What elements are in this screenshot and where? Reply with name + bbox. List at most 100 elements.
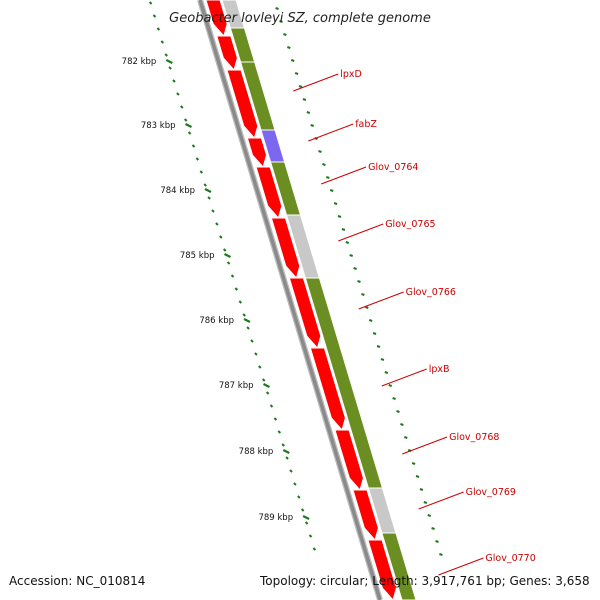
scale-dot [203, 183, 207, 187]
scale-dot [172, 79, 176, 83]
gene-leader [358, 291, 404, 310]
scale-dot [368, 319, 373, 322]
scale-dot [345, 241, 350, 244]
scale-dot [283, 33, 287, 36]
scale-dot [308, 534, 313, 538]
cds-arrow[interactable] [226, 69, 259, 140]
cds-track [205, 0, 397, 600]
scale-dot [294, 72, 299, 75]
scale-dot [435, 540, 439, 543]
scale-dot [380, 358, 385, 361]
gene-label[interactable]: Glov_0765 [385, 219, 435, 230]
scale-dot [156, 27, 161, 31]
gene-leader [338, 223, 384, 242]
cds-arrow[interactable] [309, 347, 346, 432]
scale-dot [246, 326, 250, 330]
scale-dot [361, 293, 365, 296]
cds-arrow[interactable] [352, 489, 379, 542]
gene-leader [438, 557, 484, 576]
scale-dot [431, 527, 435, 530]
cds-arrow[interactable] [255, 166, 283, 220]
scale-dot [439, 553, 443, 556]
scale-dot [242, 313, 246, 317]
gene-label[interactable]: lpxD [340, 69, 362, 80]
scale-dot [279, 20, 283, 23]
scale-dot [269, 404, 274, 408]
scale-dot [275, 7, 279, 10]
gene-label[interactable]: Glov_0768 [449, 432, 499, 443]
gene-track [221, 0, 417, 600]
scale-dot [254, 352, 258, 356]
scale-dot [273, 417, 278, 421]
backbone-line [198, 0, 382, 600]
scale-dot [219, 235, 223, 239]
scale-dot [419, 488, 424, 491]
cds-arrow[interactable] [216, 35, 238, 72]
gene-leader [293, 73, 339, 92]
kbp-label: 789 kbp [258, 513, 293, 523]
scale-dot [265, 391, 270, 395]
scale-dot [261, 378, 266, 382]
gene-segment[interactable] [381, 532, 417, 600]
scale-dot [384, 371, 389, 374]
cds-arrow[interactable] [246, 137, 268, 169]
scale-dot [183, 118, 188, 122]
kbp-tick [204, 188, 212, 193]
kbp-tick [185, 123, 192, 128]
gene-leader [308, 123, 354, 142]
cds-arrow[interactable] [205, 0, 228, 38]
scale-dot [300, 508, 305, 512]
scale-dot [281, 443, 285, 447]
scale-ticks [148, 1, 443, 556]
scale-dot [376, 345, 381, 348]
gene-leader [402, 436, 448, 455]
kbp-tick [165, 59, 173, 64]
scale-dot [306, 111, 311, 114]
scale-dot [199, 170, 204, 174]
cds-arrow[interactable] [367, 539, 397, 600]
scale-dot [258, 365, 262, 369]
scale-dot [187, 131, 192, 135]
scale-dot [289, 469, 293, 473]
scale-dot [250, 339, 254, 343]
gene-leader [321, 166, 367, 185]
scale-dot [349, 254, 354, 257]
kbp-label: 782 kbp [122, 57, 157, 67]
scale-dot [372, 332, 377, 335]
scale-dot [310, 124, 315, 127]
gene-label[interactable]: Glov_0769 [466, 487, 516, 498]
cds-arrow[interactable] [288, 277, 322, 350]
scale-dot [322, 163, 326, 166]
scale-dot [230, 274, 235, 278]
scale-dot [176, 92, 180, 96]
gene-label[interactable]: Glov_0766 [406, 287, 456, 298]
gene-labels: lpxD fabZ Glov_0764 Glov_0765 Glov_0766 lpxB G… [340, 69, 536, 564]
kbp-tick [243, 318, 251, 323]
scale-dot [293, 482, 297, 486]
scale-dot [297, 495, 301, 499]
scale-dot [396, 410, 400, 413]
scale-dot [195, 157, 200, 161]
map-title: Geobacter lovleyi SZ, complete genome [169, 11, 431, 26]
gene-label[interactable]: lpxB [429, 364, 450, 375]
scale-labels: 782 kbp 783 kbp 784 kbp 785 kbp 786 kbp 787 k… [122, 57, 310, 523]
cds-arrow[interactable] [334, 429, 364, 492]
genome-summary: Topology: circular; Length: 3,917,761 bp… [260, 574, 590, 588]
kbp-label: 787 kbp [219, 381, 254, 391]
accession-text: Accession: NC_010814 [9, 574, 146, 588]
gene-label[interactable]: fabZ [355, 119, 377, 130]
scale-dot [152, 14, 157, 18]
gene-label[interactable]: Glov_0764 [368, 162, 418, 173]
kbp-label: 783 kbp [141, 121, 176, 131]
kbp-label: 785 kbp [180, 251, 215, 261]
kbp-tick [224, 253, 231, 258]
scale-dot [312, 547, 317, 551]
gene-label[interactable]: Glov_0770 [485, 553, 535, 564]
scale-dot [234, 287, 239, 291]
scale-dot [168, 66, 172, 70]
cds-arrow[interactable] [270, 217, 301, 280]
scale-dot [211, 209, 215, 213]
gene-leader-lines [293, 73, 484, 576]
scale-dot [277, 430, 282, 434]
